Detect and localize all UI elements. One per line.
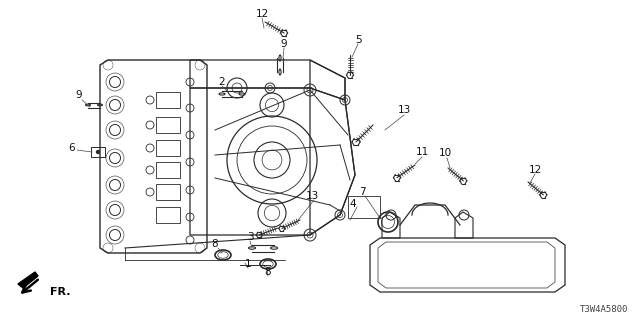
- Text: 7: 7: [358, 187, 365, 197]
- Text: T3W4A5800: T3W4A5800: [580, 305, 628, 314]
- Bar: [156, 207, 180, 223]
- Text: 3: 3: [246, 232, 253, 242]
- Text: 9: 9: [281, 39, 287, 49]
- Bar: [156, 162, 180, 178]
- Bar: [156, 117, 180, 133]
- Text: 8: 8: [212, 239, 218, 249]
- Text: 8: 8: [265, 267, 271, 277]
- Text: 9: 9: [76, 90, 83, 100]
- Text: 12: 12: [255, 9, 269, 19]
- Text: 2: 2: [219, 77, 225, 87]
- Text: 4: 4: [349, 199, 356, 209]
- Text: 11: 11: [415, 147, 429, 157]
- Bar: [156, 92, 180, 108]
- Text: 1: 1: [244, 259, 252, 269]
- Text: 6: 6: [68, 143, 76, 153]
- Polygon shape: [18, 272, 38, 288]
- Text: 10: 10: [438, 148, 452, 158]
- Text: 12: 12: [529, 165, 541, 175]
- Text: 13: 13: [305, 191, 319, 201]
- Text: 5: 5: [355, 35, 362, 45]
- Bar: [156, 184, 180, 200]
- Bar: [91, 147, 105, 157]
- Bar: [156, 140, 180, 156]
- Bar: [348, 196, 380, 218]
- Text: 13: 13: [397, 105, 411, 115]
- Circle shape: [97, 150, 99, 154]
- Text: FR.: FR.: [50, 287, 70, 297]
